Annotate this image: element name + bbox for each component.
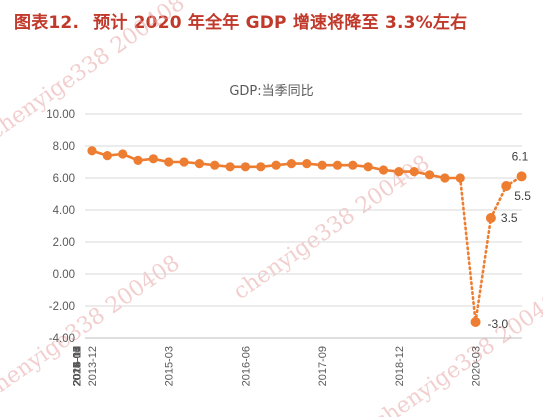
data-label: 6.1 xyxy=(512,149,529,163)
series-line-forecast xyxy=(458,175,523,323)
y-tick-label: -2.00 xyxy=(49,301,75,313)
data-label: 5.5 xyxy=(514,189,531,203)
x-tick-label: 2013-12 xyxy=(87,346,99,386)
data-labels: -3.0 3.5 5.5 6.1 xyxy=(488,149,532,331)
data-label: -3.0 xyxy=(488,317,509,331)
data-point xyxy=(225,162,235,172)
y-tick-label: 8.00 xyxy=(53,141,75,153)
y-tick-label: 0.00 xyxy=(53,269,75,281)
x-tick-label: 2019-05 xyxy=(72,346,84,386)
data-point xyxy=(286,159,297,169)
data-point xyxy=(194,159,204,169)
watermark-text: chenyige338 200408 xyxy=(229,151,434,305)
data-point xyxy=(378,165,389,175)
y-tick-label: 4.00 xyxy=(53,205,75,217)
x-tick-label: 2016-01 xyxy=(72,346,84,386)
data-point xyxy=(87,146,97,156)
x-tick-label: 2020-03 xyxy=(471,346,483,386)
data-point xyxy=(332,160,343,170)
data-point xyxy=(409,167,419,177)
figure-caption: 预计 2020 年全年 GDP 增速将降至 3.3%左右 xyxy=(93,13,468,33)
chart-title: GDP:当季同比 xyxy=(229,84,314,99)
data-point xyxy=(302,159,312,169)
data-point xyxy=(455,173,465,183)
data-point xyxy=(394,167,404,177)
data-point xyxy=(424,170,435,180)
data-point xyxy=(440,173,450,183)
data-point xyxy=(133,155,143,165)
x-tick-label: 2017-04 xyxy=(72,346,84,386)
x-tick-label: 2018-02 xyxy=(72,346,84,386)
x-tick-label: 2015-08 xyxy=(72,346,84,386)
x-tick-label: 2018-12 xyxy=(394,346,406,386)
x-tick-label: 2015-03 xyxy=(164,346,176,386)
watermark-text: chenyige338 200408 xyxy=(0,0,189,145)
data-point xyxy=(317,160,327,170)
x-tick-label: 2019-10 xyxy=(72,346,84,386)
series-points xyxy=(87,146,527,327)
y-axis: -4.00 -2.00 0.00 2.00 4.00 6.00 8.00 10.00 xyxy=(46,109,75,345)
x-tick-label: 2014-10 xyxy=(72,346,84,386)
data-point xyxy=(485,213,496,223)
data-point xyxy=(179,157,189,167)
x-tick-label: 2014-05 xyxy=(72,346,84,386)
data-point xyxy=(516,171,527,182)
y-tick-label: -4.00 xyxy=(49,333,75,345)
x-tick-label: 2016-06 xyxy=(240,346,252,386)
data-point xyxy=(501,181,512,191)
data-point xyxy=(164,157,174,167)
y-tick-label: 6.00 xyxy=(53,173,75,185)
data-point xyxy=(470,317,481,327)
x-tick-label: 2018-07 xyxy=(72,346,84,386)
x-tick-label: 2016-11 xyxy=(72,346,84,386)
y-tick-label: 2.00 xyxy=(53,237,75,249)
data-point xyxy=(348,160,358,170)
data-point xyxy=(102,151,112,161)
data-point xyxy=(118,149,128,159)
data-point xyxy=(210,160,220,170)
x-tick-label: 2017-09 xyxy=(317,346,329,386)
figure-title: 图表12. 预计 2020 年全年 GDP 增速将降至 3.3%左右 xyxy=(14,8,467,33)
figure-number: 图表12. xyxy=(14,13,80,33)
data-point xyxy=(363,162,373,172)
data-label: 3.5 xyxy=(501,211,518,225)
y-tick-label: 10.00 xyxy=(46,109,75,121)
data-point xyxy=(148,154,158,164)
data-point xyxy=(240,162,251,172)
x-tick-label: 2020-08 xyxy=(72,346,84,386)
data-point xyxy=(256,162,266,172)
gridlines xyxy=(85,113,522,339)
data-point xyxy=(271,160,281,170)
